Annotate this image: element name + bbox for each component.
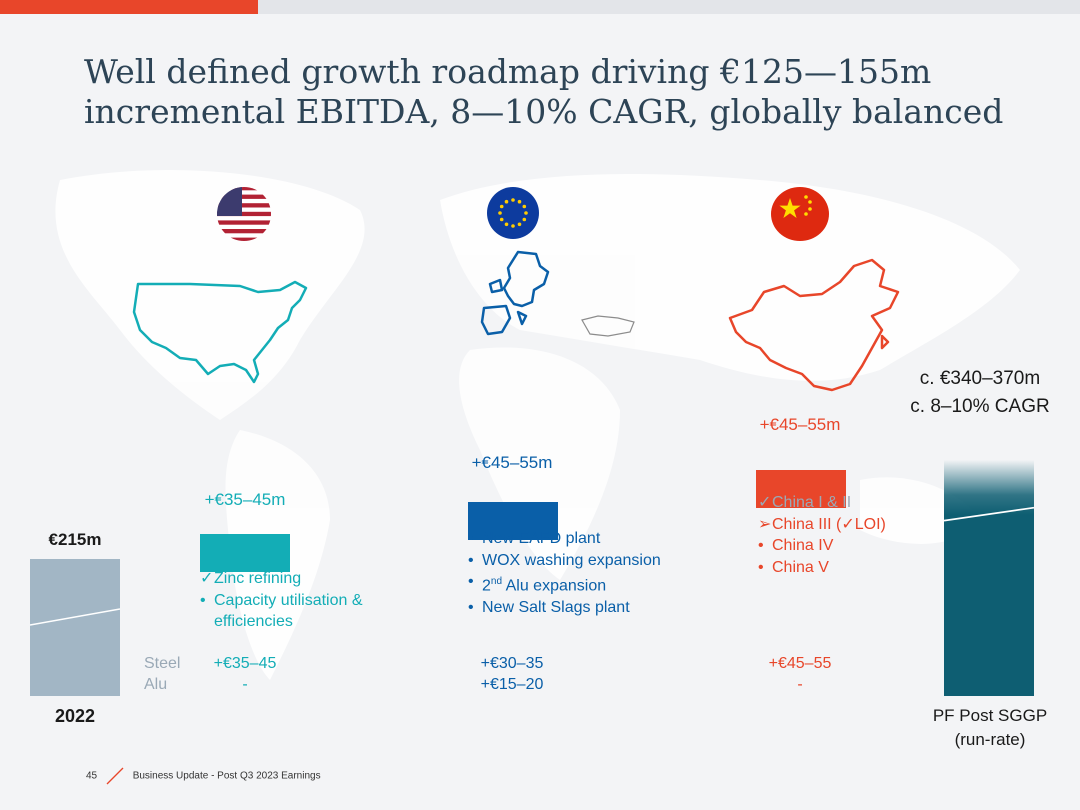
china-value-label: +€45–55m (759, 415, 841, 434)
list-item: ✓ China I & II (758, 494, 852, 511)
end-category-sublabel: (run-rate) (954, 730, 1026, 749)
us-value-label: +€35–45m (204, 490, 286, 509)
list-item: • New Salt Slags plant (468, 598, 630, 616)
bar-pf-post-sggp (944, 460, 1034, 696)
page-number: 45 (86, 770, 98, 782)
china-flag-icon (771, 187, 829, 241)
end-value-label: c. €340–370m (919, 368, 1041, 389)
bar-china-increment (756, 469, 846, 508)
china-outline (728, 258, 900, 392)
bar-end-trend-line (944, 507, 1034, 522)
footer-text: Business Update - Post Q3 2023 Earnings (132, 770, 321, 782)
us-initiatives-list: ✓ Zinc refining • Capacity utilisation & e… (200, 568, 363, 633)
row-label-steel: Steel (144, 655, 181, 672)
bar-2022-base (30, 559, 120, 696)
list-item: • 2nd Alu expansion (468, 573, 607, 595)
end-category-label: PF Post SGGP (932, 706, 1048, 725)
usa-flag-icon (217, 187, 271, 241)
slash-divider-icon (106, 767, 124, 785)
list-item: • China IV (758, 537, 834, 554)
base-year-label: 2022 (54, 706, 96, 726)
footer: 45 Business Update - Post Q3 2023 Earnin… (86, 766, 321, 786)
row-label-alu: Alu (144, 676, 168, 693)
world-map-background (55, 170, 1020, 680)
list-item: ✓ Zinc refining (200, 570, 302, 587)
china-steel-value: +€45–55 (768, 655, 832, 672)
eu-flag-icon (487, 187, 539, 239)
china-alu-value: - (797, 676, 803, 693)
base-value-label: €215m (48, 530, 102, 549)
eu-value-label: +€45–55m (471, 453, 553, 472)
list-item: • China V (758, 558, 829, 576)
list-item: • WOX washing expansion (468, 551, 661, 569)
eu-initiatives-list: • New EAFD plant • WOX washing expansion •… (468, 528, 661, 618)
us-steel-value: +€35–45 (213, 655, 277, 672)
top-bar (258, 0, 1080, 14)
bar-eu-increment (468, 501, 558, 540)
list-item: ➢ China III (✓LOI) (758, 515, 886, 533)
bar-us-increment (200, 533, 290, 572)
eu-alu-value: +€15–20 (480, 676, 544, 693)
end-cagr-label: c. 8–10% CAGR (910, 396, 1050, 417)
turkey-outline (581, 315, 635, 337)
us-alu-value: - (242, 676, 248, 693)
bar-base-trend-line (30, 608, 120, 626)
usa-outline (132, 280, 308, 384)
eu-steel-value: +€30–35 (480, 655, 544, 672)
list-item: • Capacity utilisation & (200, 591, 363, 609)
list-item: efficiencies (214, 613, 293, 630)
list-item: • New EAFD plant (468, 530, 601, 547)
europe-outline (480, 250, 550, 336)
page-title: Well defined growth roadmap driving €125… (84, 52, 1004, 131)
china-initiatives-list: ✓ China I & II ➢ China III (✓LOI) • China I… (758, 492, 886, 578)
top-accent-bar (0, 0, 258, 14)
